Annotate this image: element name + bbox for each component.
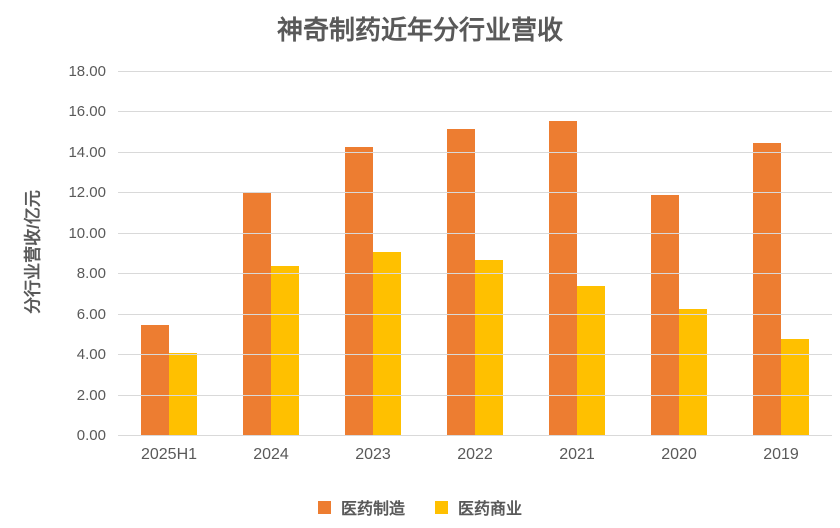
bar-groups bbox=[118, 72, 832, 436]
gridline bbox=[118, 273, 832, 275]
gridline bbox=[118, 192, 832, 194]
legend-item-医药制造: 医药制造 bbox=[317, 495, 405, 519]
legend-swatch-icon bbox=[317, 500, 331, 514]
bar-group-2019 bbox=[730, 72, 832, 436]
x-axis-ticks: 2025H1 2024 2023 2022 2021 2020 2019 bbox=[118, 446, 832, 464]
bar-医药商业-2021 bbox=[577, 286, 605, 436]
bar-group-2023 bbox=[322, 72, 424, 436]
x-tick-label-2019: 2019 bbox=[763, 446, 799, 463]
gridline bbox=[118, 394, 832, 396]
bar-医药商业-2025H1 bbox=[169, 353, 197, 436]
y-tick-label: 14.00 bbox=[68, 143, 106, 161]
x-tick-label-2024: 2024 bbox=[253, 446, 289, 463]
gridline bbox=[118, 354, 832, 356]
bar-group-2021 bbox=[526, 72, 628, 436]
bar-group-2022 bbox=[424, 72, 526, 436]
bar-医药制造-2021 bbox=[549, 120, 577, 436]
y-tick-label: 2.00 bbox=[76, 386, 106, 404]
bar-医药制造-2019 bbox=[753, 142, 781, 436]
x-tick-label-2023: 2023 bbox=[355, 446, 391, 463]
y-tick-label: 0.00 bbox=[76, 427, 106, 444]
bar-group-2025H1 bbox=[118, 72, 220, 436]
x-tick-label-2020: 2020 bbox=[661, 446, 697, 463]
gridline bbox=[118, 313, 832, 315]
legend-label: 医药商业 bbox=[458, 501, 523, 518]
y-tick-label: 8.00 bbox=[76, 265, 106, 283]
bar-group-2024 bbox=[220, 72, 322, 436]
chart-title: 神奇制药近年分行业营收 bbox=[276, 15, 563, 45]
legend-item-医药商业: 医药商业 bbox=[435, 495, 522, 519]
bar-医药商业-2023 bbox=[373, 251, 401, 436]
y-axis-ticks: 0.00 2.00 4.00 6.00 8.00 10.00 12.00 14.00 16.00… bbox=[0, 64, 106, 444]
y-tick-label: 18.00 bbox=[68, 63, 106, 80]
legend-swatch-icon bbox=[435, 500, 448, 514]
legend: 医药制造 医药商业 bbox=[0, 495, 840, 519]
x-tick-label-2025H1: 2025H1 bbox=[140, 446, 198, 463]
legend-label: 医药制造 bbox=[340, 501, 405, 518]
bar-医药商业-2024 bbox=[271, 266, 299, 436]
bar-医药制造-2025H1 bbox=[141, 324, 169, 436]
gridline bbox=[118, 151, 832, 153]
bar-医药制造-2020 bbox=[651, 195, 679, 436]
gridline bbox=[118, 232, 832, 234]
bar-group-2020 bbox=[628, 72, 730, 436]
y-tick-label: 10.00 bbox=[68, 224, 106, 242]
bar-医药制造-2024 bbox=[243, 193, 271, 436]
gridline bbox=[118, 71, 832, 72]
bar-医药制造-2023 bbox=[345, 146, 373, 436]
y-tick-label: 6.00 bbox=[76, 305, 106, 323]
bar-医药制造-2022 bbox=[447, 128, 475, 436]
plot-area bbox=[118, 71, 832, 436]
gridline bbox=[118, 435, 832, 436]
bar-医药商业-2022 bbox=[475, 260, 503, 436]
y-tick-label: 12.00 bbox=[68, 184, 106, 202]
x-tick-label-2021: 2021 bbox=[559, 446, 595, 463]
gridline bbox=[118, 111, 832, 113]
bar-医药商业-2020 bbox=[679, 308, 707, 436]
x-tick-label-2022: 2022 bbox=[457, 446, 493, 463]
y-tick-label: 4.00 bbox=[76, 346, 106, 364]
y-tick-label: 16.00 bbox=[68, 103, 106, 121]
